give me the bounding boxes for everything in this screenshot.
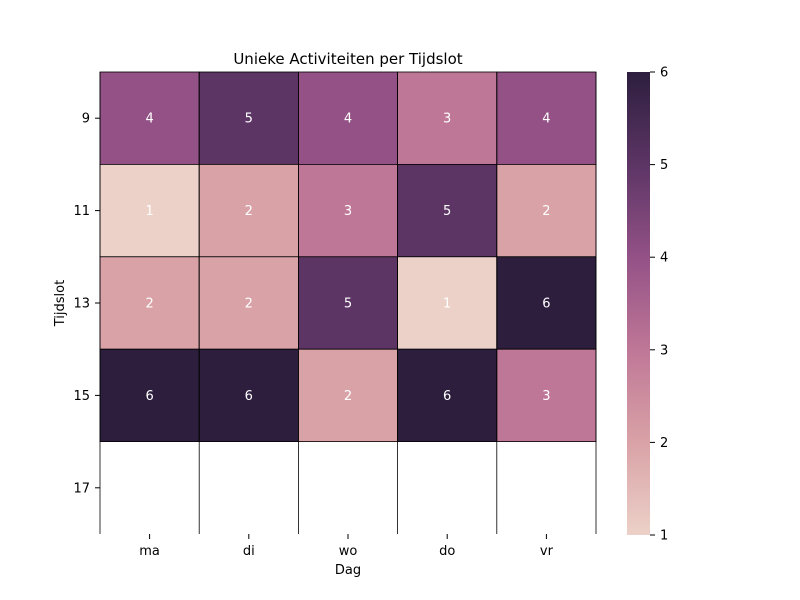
heatmap-cell — [297, 256, 398, 350]
y-tick-label: 11 — [73, 204, 90, 219]
y-tick-label: 9 — [82, 112, 90, 127]
colorbar-tick-label: 4 — [660, 251, 668, 266]
heatmap-cell — [496, 256, 597, 350]
cell-value-label: 2 — [344, 389, 352, 404]
colorbar-tick-label: 1 — [660, 529, 668, 544]
y-tick-label: 17 — [73, 481, 90, 496]
colorbar-tick-label: 5 — [660, 158, 668, 173]
cell-value-label: 5 — [245, 112, 253, 127]
heatmap-cell — [496, 71, 597, 165]
cell-value-label: 2 — [145, 297, 153, 312]
x-axis-label: Dag — [335, 563, 361, 578]
cell-value-label: 4 — [145, 112, 153, 127]
cell-value-label: 6 — [443, 389, 451, 404]
cell-value-label: 3 — [443, 112, 451, 127]
cell-value-label: 2 — [542, 204, 550, 219]
y-axis: 9 11 13 15 17 — [73, 112, 100, 496]
heatmap-cell — [99, 71, 200, 165]
colorbar: 1 2 3 4 5 6 — [627, 66, 668, 544]
heatmap-cell — [397, 348, 498, 443]
x-tick-label: di — [243, 544, 255, 559]
heatmap-cell — [198, 71, 299, 165]
y-axis-label: Tijdslot — [53, 280, 68, 327]
cell-value-label: 3 — [542, 389, 550, 404]
heatmap-cell — [198, 348, 299, 443]
colorbar-tick-label: 6 — [660, 66, 668, 81]
heatmap-cell — [99, 163, 200, 258]
colorbar-tick-label: 2 — [660, 436, 668, 451]
cell-value-label: 6 — [145, 389, 153, 404]
y-tick-label: 13 — [73, 297, 90, 312]
x-axis: ma di wo do vr — [139, 534, 554, 559]
x-tick-label: do — [439, 544, 455, 559]
heatmap-cell — [397, 256, 498, 350]
heatmap-cell — [496, 163, 597, 258]
colorbar-gradient — [627, 72, 650, 535]
heatmap-cell — [496, 348, 597, 443]
cell-value-label: 3 — [344, 204, 352, 219]
cell-value-label: 2 — [245, 297, 253, 312]
cell-value-label: 1 — [145, 204, 153, 219]
heatmap-cell — [397, 71, 498, 165]
x-tick-label: ma — [139, 544, 160, 559]
x-tick-label: wo — [339, 544, 358, 559]
x-tick-label: vr — [540, 544, 554, 559]
heatmap-cell — [198, 256, 299, 350]
y-tick-label: 15 — [73, 389, 90, 404]
cell-value-label: 5 — [443, 204, 451, 219]
cell-value-label: 5 — [344, 297, 352, 312]
cell-value-label: 6 — [245, 389, 253, 404]
cell-value-label: 1 — [443, 297, 451, 312]
colorbar-tick-label: 3 — [660, 343, 668, 358]
chart-title: Unieke Activiteiten per Tijdslot — [233, 50, 462, 68]
cell-value-label: 2 — [245, 204, 253, 219]
cell-value-label: 4 — [542, 112, 550, 127]
heatmap-cell — [297, 163, 398, 258]
cell-value-label: 4 — [344, 112, 352, 127]
cell-value-label: 6 — [542, 297, 550, 312]
heatmap-cell — [297, 71, 398, 165]
heatmap-cells: 4 5 4 3 4 1 2 3 5 2 2 2 5 1 6 6 6 2 6 3 — [99, 71, 597, 534]
